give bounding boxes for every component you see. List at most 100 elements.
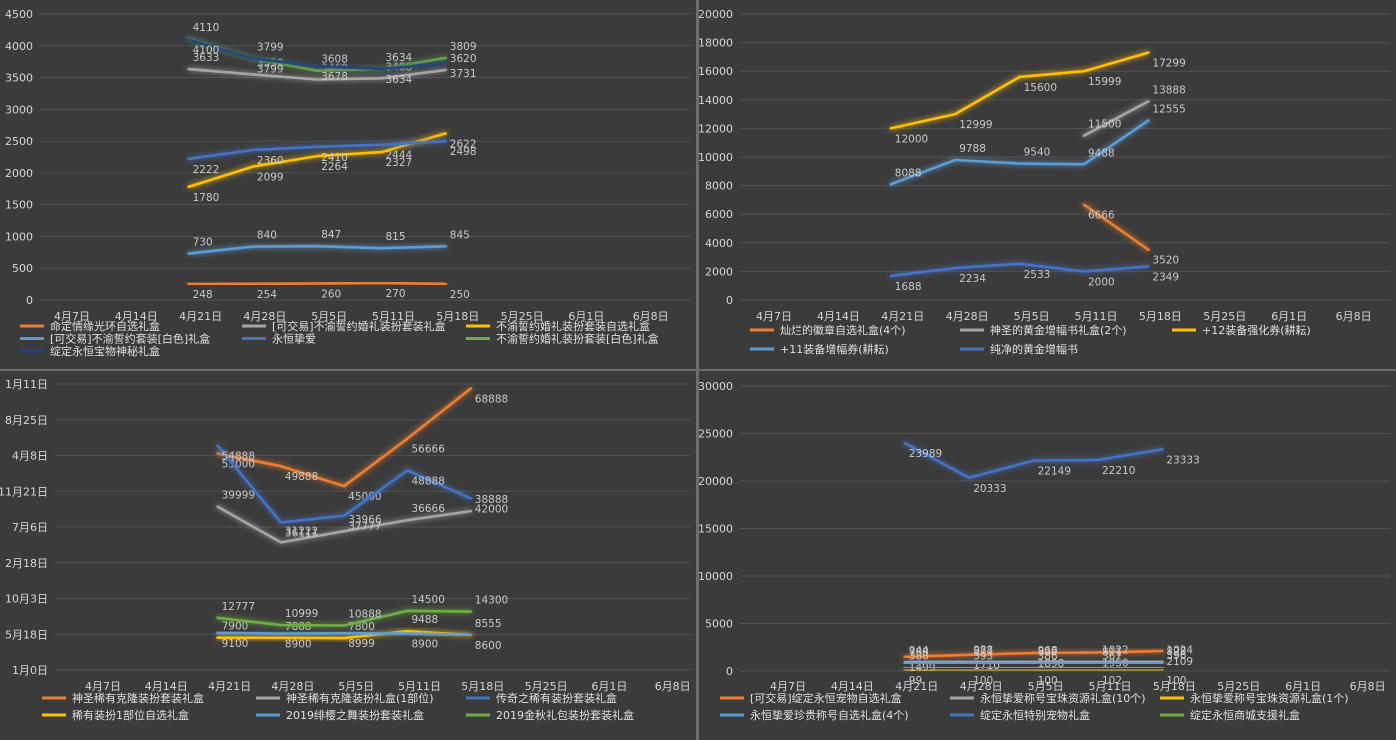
data-label: 811 [1102, 646, 1122, 658]
legend-entry: [可交易]不渝誓约套装[白色]礼盒 [50, 332, 210, 346]
data-label: 1688 [895, 281, 922, 293]
legend-entry: 灿烂的徽章自选礼盒(4个) [780, 323, 906, 337]
legend-entry: [可交易]不渝誓约婚礼装扮套装礼盒 [272, 319, 446, 333]
legend-entry: 2019金秋礼包装扮套装礼盒 [496, 708, 634, 722]
data-label: 3799 [257, 64, 284, 76]
data-label: 3520 [1152, 255, 1179, 267]
legend-entry: 永恒挚爱称号宝珠资源礼盒(1个) [1190, 691, 1349, 705]
x-tick-label: 4月7日 [85, 680, 121, 693]
data-label: 48888 [412, 475, 445, 487]
x-tick-label: 5月25日 [1217, 680, 1260, 693]
series-line [903, 649, 1164, 659]
chart-panel-top-right: 0 2000 4000 6000 8000 10000 12000 14000 16000 180… [699, 0, 1396, 369]
x-tick-label: 4月21日 [881, 310, 924, 323]
data-label: 847 [321, 229, 341, 241]
x-tick-label: 5月25日 [525, 680, 568, 693]
chart-svg-3: 0 5000 10000 15000 20000 25000 30000 4月7日 4月14日 4… [699, 380, 1390, 722]
data-label: 254 [257, 289, 277, 301]
x-tick-label: 4月14日 [145, 680, 188, 693]
data-label: 11500 [1088, 119, 1121, 131]
legend-entry: 不渝誓约婚礼装扮套装[白色]礼盒 [496, 332, 659, 346]
series-line [889, 119, 1150, 186]
x-tick-label: 6月1日 [591, 680, 627, 693]
x-tick-label: 5月25日 [1203, 310, 1246, 323]
x-tick-label: 4月7日 [756, 310, 792, 323]
data-label: 13888 [1152, 84, 1185, 96]
chart-svg-1: 0 2000 4000 6000 8000 10000 12000 14000 16000 180… [699, 8, 1390, 356]
series-line [216, 609, 473, 627]
data-label: 23333 [1166, 454, 1199, 466]
data-label: 22149 [1038, 466, 1071, 478]
x-tick-label: 4月7日 [54, 310, 90, 323]
data-label: 8600 [475, 640, 502, 652]
series-line [903, 441, 1164, 480]
data-label: 3731 [450, 68, 477, 80]
legend-entry: 永恒挚爱称号宝珠资源礼盒(10个) [980, 691, 1146, 705]
data-label: 260 [321, 288, 341, 300]
y-tick-label: 0 [726, 294, 733, 307]
y-tick-label: 4月8日 [12, 450, 48, 463]
data-label: 12777 [222, 601, 255, 613]
legend-entry: 绽定永恒宝物神秘礼盒 [50, 344, 160, 358]
y-tick-label: 10000 [699, 151, 733, 164]
x-tick-label: 6月1日 [568, 310, 604, 323]
data-label: 845 [450, 229, 470, 241]
data-label: 15600 [1024, 82, 1057, 94]
y-tick-label: 6000 [705, 208, 733, 221]
data-label: 3678 [321, 71, 348, 83]
x-tick-label: 4月14日 [831, 680, 874, 693]
data-label: 386 [1038, 650, 1058, 662]
data-label: 22210 [1102, 465, 1135, 477]
data-label: 8900 [285, 639, 312, 651]
data-label: 3634 [386, 52, 413, 64]
data-label: 9100 [222, 638, 249, 650]
x-tick-label: 4月21日 [208, 680, 251, 693]
y-tick-label: 500 [12, 262, 33, 275]
data-label: 15999 [1088, 76, 1121, 88]
data-label: 8555 [475, 618, 502, 630]
data-label: 250 [450, 289, 470, 301]
series-line [216, 629, 473, 640]
legend-entry: 永恒挚爱 [272, 332, 316, 346]
x-tick-label: 4月28日 [271, 680, 314, 693]
data-label: 39999 [222, 490, 255, 502]
x-tick-label: 4月28日 [960, 680, 1003, 693]
y-tick-label: 3000 [5, 103, 33, 116]
y-tick-label: 5000 [705, 618, 733, 631]
x-tick-label: 6月8日 [655, 680, 691, 693]
x-tick-label: 6月8日 [1350, 680, 1386, 693]
data-label: 33966 [348, 514, 382, 526]
data-label: 7900 [222, 621, 249, 633]
data-label: 2349 [1152, 271, 1179, 283]
data-label: 3634 [386, 74, 413, 86]
x-tick-label: 4月7日 [770, 680, 806, 693]
data-label: 99 [909, 675, 922, 687]
data-label: 3608 [321, 54, 348, 66]
data-label: 14300 [475, 595, 508, 607]
series-line [187, 139, 448, 161]
x-tick-label: 5月5日 [1014, 310, 1050, 323]
data-label: 730 [193, 237, 213, 249]
legend-entry: +12装备强化券(耕耘) [1202, 323, 1311, 337]
legend-entry: 命定情缘光环自选礼盒 [50, 319, 160, 333]
y-tick-label: 15000 [699, 523, 733, 536]
x-tick-label: 5月18日 [1139, 310, 1182, 323]
x-tick-label: 5月5日 [1028, 680, 1064, 693]
y-tick-label: 10月3日 [5, 593, 48, 606]
x-tick-label: 5月18日 [461, 680, 504, 693]
data-label: 4110 [193, 22, 220, 34]
y-tick-label: 16000 [699, 65, 733, 78]
x-tick-label: 5月5日 [311, 310, 347, 323]
data-label: 968 [1038, 645, 1058, 657]
data-label: 42000 [475, 503, 508, 515]
y-tick-label: 1500 [5, 199, 33, 212]
data-label: 829 [1038, 646, 1058, 658]
x-tick-label: 4月28日 [243, 310, 286, 323]
legend-entry: 2019绯樱之舞装扮套装礼盒 [286, 708, 424, 722]
data-label: 2222 [193, 164, 220, 176]
data-label: 3799 [257, 42, 284, 54]
y-tick-label: 5月18日 [5, 628, 48, 641]
y-tick-label: 7月6日 [12, 521, 48, 534]
data-label: 2234 [959, 273, 986, 285]
data-label: 2327 [386, 157, 413, 169]
